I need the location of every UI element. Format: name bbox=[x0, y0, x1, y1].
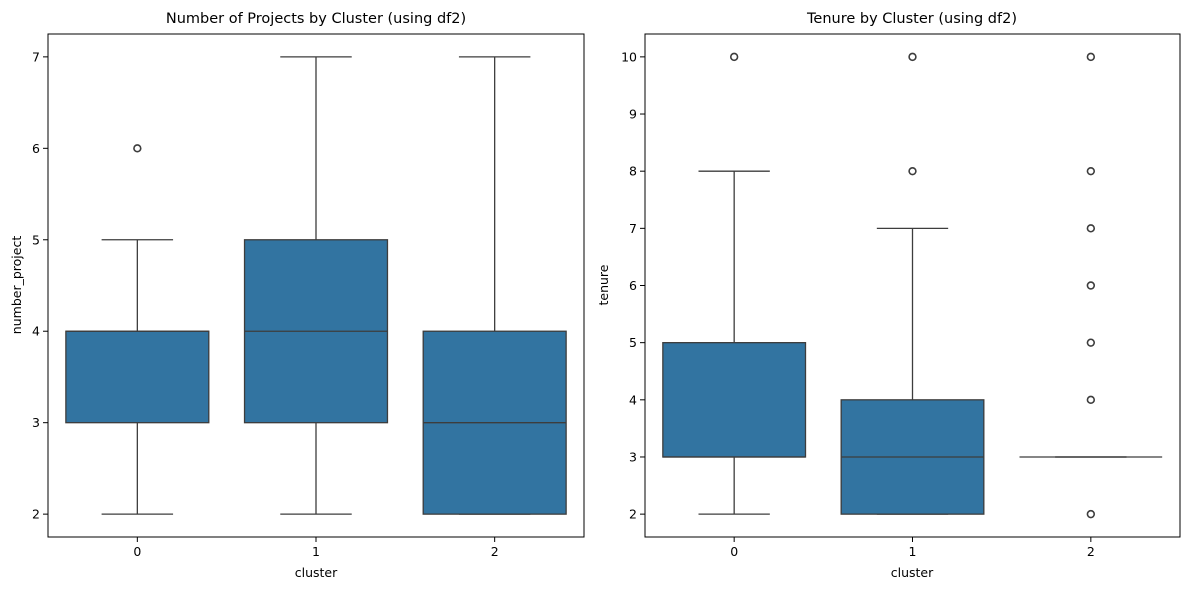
box-cluster-0 bbox=[65, 144, 210, 515]
y-tick-label: 3 bbox=[629, 449, 637, 464]
y-axis-label: number_project bbox=[9, 236, 24, 335]
outlier-point bbox=[133, 144, 142, 153]
box bbox=[662, 342, 807, 458]
x-tick-label: 2 bbox=[1087, 544, 1095, 559]
y-tick-label: 4 bbox=[629, 392, 637, 407]
box-cluster-2 bbox=[422, 56, 567, 515]
plot-area: 2 3 4 5 6 7 0 1 2 bbox=[32, 33, 585, 559]
chart-title: Number of Projects by Cluster (using df2… bbox=[166, 11, 466, 27]
box-cluster-2 bbox=[1019, 52, 1163, 519]
x-tick-label: 2 bbox=[491, 544, 499, 559]
panel-number-project: Number of Projects by Cluster (using df2… bbox=[9, 11, 585, 580]
x-axis-label: cluster bbox=[295, 565, 338, 580]
y-axis-label: tenure bbox=[596, 264, 611, 305]
outlier-point bbox=[1086, 338, 1096, 347]
box-cluster-1 bbox=[840, 52, 985, 515]
y-tick-label: 4 bbox=[32, 324, 40, 339]
plot-frame bbox=[644, 33, 1181, 538]
outlier-point bbox=[1086, 509, 1096, 519]
outlier-point bbox=[1086, 52, 1096, 62]
y-tick-label: 3 bbox=[32, 415, 40, 430]
y-tick-label: 5 bbox=[32, 232, 40, 247]
chart-title: Tenure by Cluster (using df2) bbox=[806, 11, 1017, 27]
box-cluster-1 bbox=[243, 56, 389, 515]
x-tick-label: 0 bbox=[730, 544, 738, 559]
y-tick-label: 7 bbox=[629, 221, 637, 236]
y-tick-label: 5 bbox=[629, 335, 637, 350]
outlier-point bbox=[1086, 281, 1096, 290]
y-tick-label: 8 bbox=[629, 164, 637, 179]
y-tick-label: 7 bbox=[32, 49, 40, 64]
y-tick-label: 2 bbox=[629, 507, 637, 522]
plot-area: 2 3 4 5 6 7 8 9 10 0 1 2 bbox=[621, 33, 1181, 559]
panel-tenure: Tenure by Cluster (using df2) 2345678910… bbox=[596, 11, 1181, 580]
plot-frame bbox=[47, 33, 585, 538]
x-tick-label: 1 bbox=[909, 544, 917, 559]
box bbox=[65, 330, 210, 424]
outlier-point bbox=[908, 52, 917, 62]
x-tick-label: 0 bbox=[133, 544, 141, 559]
box-cluster-0 bbox=[662, 52, 807, 515]
x-tick-label: 1 bbox=[312, 544, 320, 559]
outlier-point bbox=[729, 52, 739, 62]
x-axis-label: cluster bbox=[891, 565, 934, 580]
y-tick-label: 6 bbox=[32, 141, 40, 156]
outlier-point bbox=[1086, 395, 1096, 405]
outlier-point bbox=[1086, 224, 1096, 233]
y-tick-label: 6 bbox=[629, 278, 637, 293]
outlier-point bbox=[1086, 166, 1096, 176]
outlier-point bbox=[908, 166, 917, 176]
y-tick-label: 10 bbox=[621, 49, 637, 64]
y-tick-label: 2 bbox=[32, 507, 40, 522]
y-tick-label: 9 bbox=[629, 107, 637, 122]
